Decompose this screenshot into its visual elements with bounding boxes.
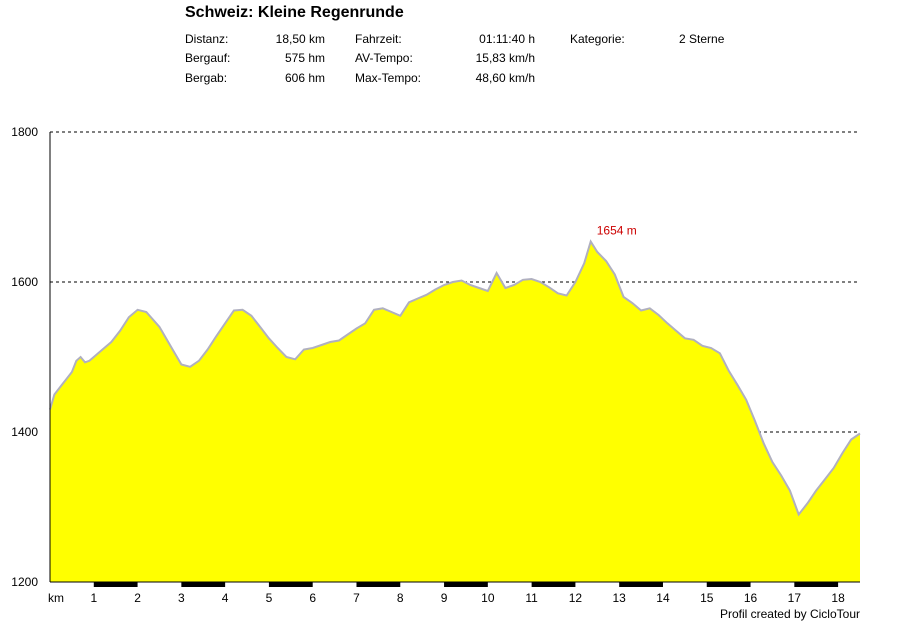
x-axis-unit-label: km	[48, 591, 64, 605]
stat-category-value: 2 Sterne	[679, 32, 725, 46]
ruler-segment	[531, 582, 576, 587]
stat-avg-speed-label: AV-Tempo:	[355, 51, 413, 65]
stat-max-speed-label: Max-Tempo:	[355, 71, 422, 85]
x-tick-label: 17	[788, 591, 802, 605]
chart-title: Schweiz: Kleine Regenrunde	[185, 4, 404, 21]
stat-distance-label: Distanz:	[185, 32, 229, 46]
x-tick-label: 14	[656, 591, 670, 605]
x-tick-label: 5	[266, 591, 273, 605]
x-tick-label: 10	[481, 591, 495, 605]
stat-descent-label: Bergab:	[185, 71, 228, 85]
stat-time-label: Fahrzeit:	[355, 32, 402, 46]
x-tick-label: 11	[525, 591, 538, 605]
x-tick-label: 1	[90, 591, 97, 605]
x-tick-label: 4	[222, 591, 229, 605]
ruler-segment	[444, 582, 488, 587]
elevation-line	[49, 239, 861, 517]
elevation-area	[50, 241, 860, 582]
ruler-segment	[181, 582, 226, 587]
stat-avg-speed-value: 15,83 km/h	[475, 51, 535, 65]
y-tick-label: 1800	[11, 125, 38, 139]
y-tick-labels: 1200 1400 1600 1800	[11, 125, 38, 589]
y-tick-label: 1200	[11, 575, 38, 589]
x-tick-label: 16	[744, 591, 758, 605]
stat-ascent-value: 575 hm	[284, 51, 325, 65]
x-tick-label: 9	[441, 591, 448, 605]
ruler-segment	[706, 582, 751, 587]
x-tick-label: 7	[353, 591, 360, 605]
stat-distance-value: 18,50 km	[275, 32, 325, 46]
stat-max-speed-value: 48,60 km/h	[475, 71, 535, 85]
stat-descent-value: 606 hm	[284, 71, 325, 85]
x-tick-label: 18	[831, 591, 845, 605]
ruler-segment	[356, 582, 401, 587]
stat-time-value: 01:11:40 h	[479, 32, 535, 46]
credit-text: Profil created by CicloTour	[719, 607, 860, 621]
x-tick-label: 12	[569, 591, 583, 605]
x-tick-label: 15	[700, 591, 714, 605]
ruler-segment	[93, 582, 138, 587]
ruler-segment	[619, 582, 663, 587]
x-tick-labels: 1 2 3 4 5 6 7 8 9 10 11 12 13 14 15 16 17 18	[90, 591, 845, 605]
x-tick-label: 13	[613, 591, 627, 605]
x-tick-label: 2	[134, 591, 141, 605]
stat-ascent-label: Bergauf:	[185, 51, 231, 65]
ruler-segment	[268, 582, 313, 587]
y-tick-label: 1600	[11, 275, 38, 289]
stat-category-label: Kategorie:	[570, 32, 625, 46]
y-tick-label: 1400	[11, 425, 38, 439]
x-tick-label: 3	[178, 591, 185, 605]
distance-ruler	[93, 582, 839, 587]
x-tick-label: 6	[309, 591, 316, 605]
peak-annotation: 1654 m	[597, 224, 637, 238]
ruler-segment	[794, 582, 839, 587]
x-tick-label: 8	[397, 591, 404, 605]
